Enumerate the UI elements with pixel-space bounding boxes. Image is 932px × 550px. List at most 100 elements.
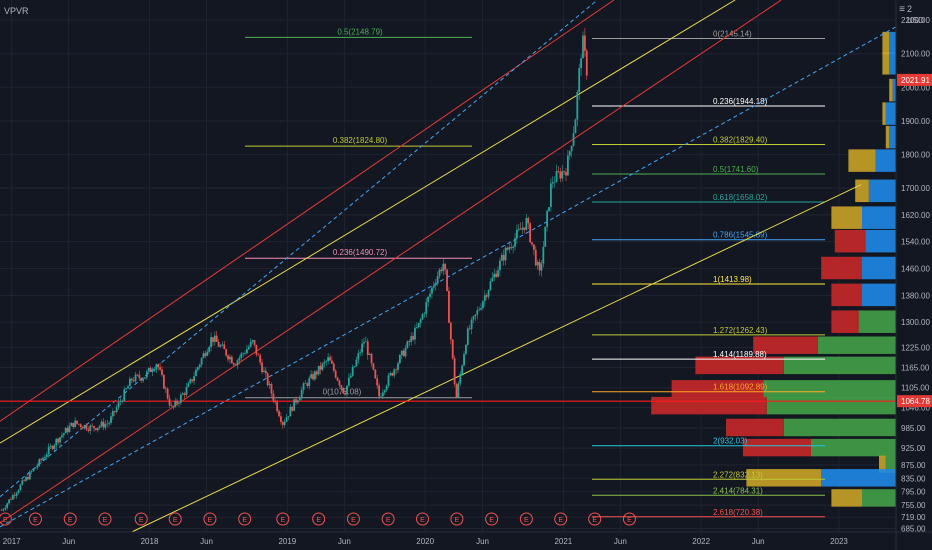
y-tick-label: 925.00 (901, 444, 926, 453)
fib-right-label: 0(2145.14) (713, 30, 752, 39)
candle-body (30, 471, 33, 472)
candle-body (49, 446, 52, 447)
candle-body (119, 401, 122, 403)
candle-body (225, 349, 228, 356)
candle-body (195, 369, 197, 377)
earnings-marker-circle (276, 512, 290, 526)
candle-body (444, 263, 447, 270)
candle-body (372, 363, 375, 370)
volume-profile-up-bar (862, 256, 896, 280)
fib-left-label: 0.5(2148.79) (337, 27, 383, 36)
candle-body (429, 293, 431, 297)
earnings-marker-circle (416, 512, 430, 526)
volume-profile-down-bar (882, 31, 890, 55)
candle-body (27, 477, 29, 480)
earnings-marker-label: E (592, 517, 597, 524)
volume-profile-up-bar (885, 102, 896, 125)
candle-body (540, 263, 543, 271)
candle-body (549, 183, 552, 208)
candle-body (338, 380, 341, 386)
volume-profile-up-bar (892, 78, 896, 102)
candle-body (566, 155, 569, 176)
volume-profile-down-bar (695, 356, 784, 375)
candle-body (145, 371, 148, 378)
candle-body (15, 492, 18, 496)
candle-body (402, 350, 405, 357)
candle-body (159, 367, 161, 370)
candle-body (542, 246, 545, 264)
price-scale-background (896, 0, 932, 550)
fib-left-label: 0(1075.08) (323, 388, 362, 397)
candle-body (293, 399, 296, 411)
trend-channels[interactable] (0, 0, 897, 533)
channel-line-blue-upper (0, 0, 598, 498)
scale-mode-toggle[interactable]: 2 (907, 4, 913, 14)
candle-body (465, 344, 467, 354)
candle-body (206, 351, 209, 356)
candle-body (198, 364, 201, 368)
indicator-label[interactable]: VPVR (4, 6, 29, 16)
candle-body (385, 385, 388, 391)
candle-body (270, 384, 273, 394)
candle-body (381, 392, 384, 397)
candle-body (410, 336, 413, 342)
y-tick-label: 1620.00 (901, 211, 930, 220)
candle-body (472, 316, 475, 320)
hamburger-menu-icon[interactable]: ≡ (899, 4, 905, 15)
candle-body (28, 471, 31, 480)
earnings-marker-label: E (173, 517, 178, 524)
candle-body (113, 411, 116, 412)
channel-line-red-upper (0, 0, 615, 422)
volume-profile-down-bar (882, 52, 890, 75)
candle-body (570, 145, 573, 152)
candle-body (196, 367, 199, 370)
candle-body (85, 424, 88, 430)
candle-body (546, 210, 549, 227)
candle-body (19, 484, 22, 491)
candle-body (236, 360, 239, 366)
candle-body (332, 363, 335, 371)
earnings-marker-circle (381, 512, 395, 526)
candle-body (497, 270, 499, 277)
volume-profile-up-bar (858, 310, 896, 333)
candle-body (187, 383, 190, 387)
candle-body (514, 238, 516, 247)
candle-body (172, 405, 175, 407)
candle-body (500, 255, 503, 261)
candle-body (36, 465, 39, 468)
candle-body (415, 327, 418, 328)
candle-body (264, 370, 267, 374)
y-tick-label: 2200.00 (901, 16, 930, 25)
y-tick-label: 2000.00 (901, 83, 930, 92)
y-tick-label: 1700.00 (901, 184, 930, 193)
candle-body (574, 119, 577, 134)
volume-profile-down-bar (831, 283, 862, 307)
candle-body (449, 322, 452, 340)
fibonacci-levels[interactable]: 0.5(2148.79) 0.382(1824.80) 0.236(1490.72)… (245, 27, 825, 518)
candle-body (104, 423, 107, 428)
candle-body (493, 273, 496, 278)
candle-body (510, 247, 513, 248)
earnings-marker-circle (0, 512, 12, 526)
time-scale-background (0, 532, 932, 550)
y-tick-label: 835.00 (901, 474, 926, 483)
candle-body (325, 361, 328, 362)
candle-body (440, 269, 443, 272)
x-tick-label: Jun (752, 537, 765, 546)
candle-body (132, 380, 135, 382)
candle-body (531, 242, 533, 245)
candle-body (555, 171, 558, 182)
candle-body (457, 383, 460, 398)
candle-body (525, 218, 528, 230)
volume-profile-down-bar (834, 229, 866, 253)
earnings-marker-label: E (316, 517, 321, 524)
candle-body (502, 255, 505, 261)
y-tick-label: 1900.00 (901, 117, 930, 126)
currency-label[interactable]: USD (907, 16, 924, 25)
candle-body (234, 364, 237, 366)
candle-body (21, 480, 24, 485)
candle-body (351, 367, 354, 376)
earnings-marker-circle (485, 512, 499, 526)
